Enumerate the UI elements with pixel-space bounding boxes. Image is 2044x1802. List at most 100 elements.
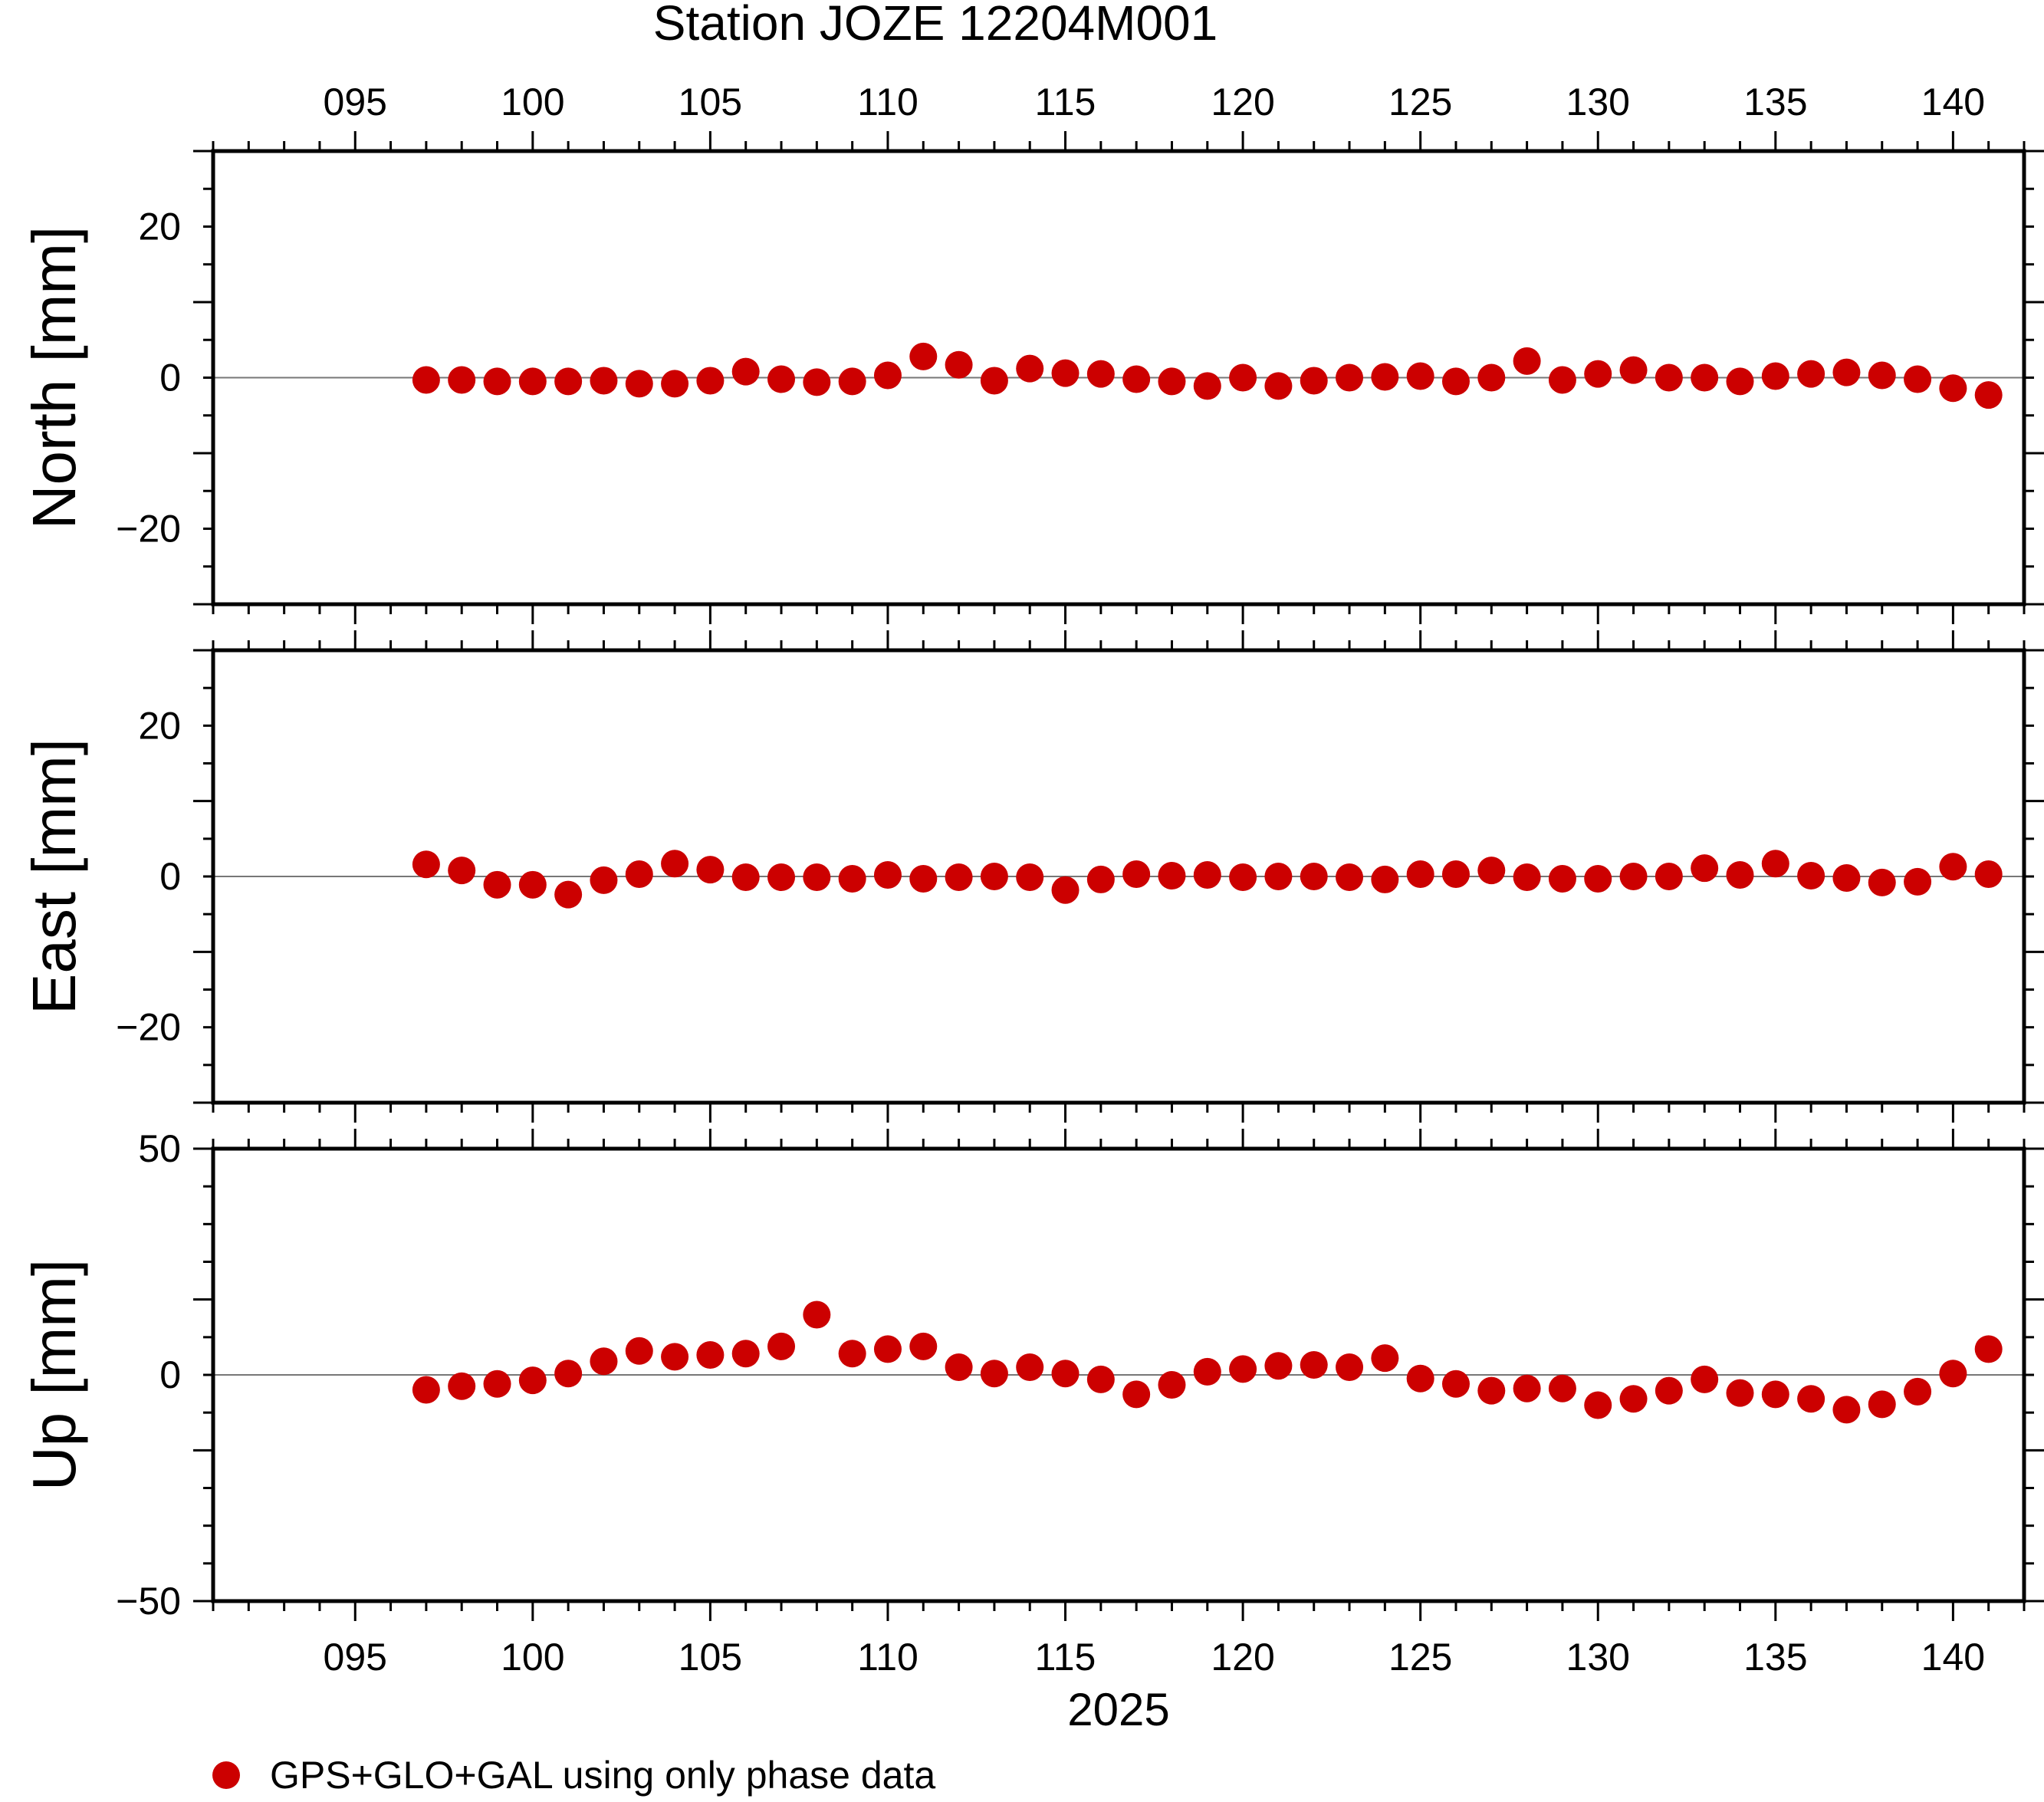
data-point bbox=[1051, 1360, 1080, 1388]
data-point bbox=[1548, 1374, 1576, 1402]
data-point bbox=[1193, 1357, 1221, 1386]
legend: GPS+GLO+GAL using only phase data bbox=[212, 1754, 935, 1797]
data-point bbox=[1016, 1353, 1044, 1381]
x-tick-label-top: 120 bbox=[1211, 81, 1274, 123]
data-point bbox=[625, 860, 653, 889]
data-point bbox=[1655, 863, 1683, 890]
data-point bbox=[1868, 1390, 1896, 1419]
data-point bbox=[909, 342, 938, 370]
data-point bbox=[1051, 876, 1080, 904]
x-tick-label-top: 100 bbox=[501, 81, 564, 123]
x-tick-label-top: 130 bbox=[1566, 81, 1630, 123]
data-point bbox=[483, 870, 511, 899]
data-point bbox=[1726, 861, 1754, 889]
y-tick-label: 20 bbox=[138, 704, 181, 747]
data-point bbox=[1158, 1370, 1186, 1399]
data-point bbox=[1513, 347, 1541, 375]
x-tick-label-top: 095 bbox=[324, 81, 387, 123]
data-point bbox=[1406, 1364, 1434, 1393]
y-tick-label: 50 bbox=[138, 1127, 181, 1170]
data-point bbox=[1477, 857, 1506, 885]
data-point bbox=[1584, 1391, 1612, 1419]
data-point bbox=[625, 1337, 653, 1365]
data-point bbox=[1868, 361, 1896, 390]
data-point bbox=[1406, 362, 1434, 390]
data-point bbox=[661, 1343, 689, 1371]
data-point bbox=[1797, 360, 1825, 388]
data-point bbox=[518, 870, 547, 899]
data-point bbox=[945, 1353, 973, 1381]
x-tick-label-top: 105 bbox=[679, 81, 742, 123]
y-axis-label: East [mm] bbox=[20, 738, 88, 1014]
data-point bbox=[1691, 854, 1719, 883]
data-point bbox=[1086, 1365, 1115, 1393]
data-point bbox=[1832, 1396, 1861, 1424]
x-axis-year-label: 2025 bbox=[1067, 1684, 1169, 1735]
data-point bbox=[1655, 363, 1683, 392]
data-point bbox=[1300, 863, 1328, 890]
x-tick-label-bottom: 130 bbox=[1566, 1636, 1630, 1679]
y-tick-label: 20 bbox=[138, 206, 181, 248]
data-point bbox=[1939, 374, 1967, 403]
data-point bbox=[412, 1376, 440, 1404]
panels: −20 0 20 North [mm] −20 0 20 East [mm] −50 0 50 Up … bbox=[20, 81, 2044, 1679]
panel-frame bbox=[211, 648, 2026, 1105]
data-point bbox=[1513, 863, 1541, 891]
data-point bbox=[731, 357, 760, 386]
data-point bbox=[1477, 363, 1506, 392]
data-point bbox=[767, 365, 796, 393]
data-point bbox=[1300, 1351, 1328, 1379]
data-point bbox=[1797, 1385, 1825, 1413]
data-point bbox=[1904, 1377, 1932, 1406]
data-point bbox=[1939, 1360, 1967, 1388]
data-point bbox=[1513, 1374, 1541, 1402]
data-point bbox=[1264, 1352, 1293, 1380]
data-point bbox=[1371, 865, 1399, 893]
data-point bbox=[803, 368, 831, 396]
data-point bbox=[838, 864, 866, 893]
data-point bbox=[1300, 367, 1328, 395]
data-point bbox=[1548, 864, 1576, 893]
chart-title: Station JOZE 12204M001 bbox=[653, 0, 1218, 51]
data-point bbox=[483, 367, 511, 396]
data-point bbox=[696, 367, 725, 395]
data-point bbox=[412, 850, 440, 879]
data-point bbox=[1336, 1353, 1364, 1381]
x-tick-label-top: 115 bbox=[1035, 81, 1096, 123]
series-points bbox=[412, 1301, 2003, 1424]
data-point bbox=[1264, 863, 1293, 890]
y-tick-label: 0 bbox=[159, 855, 181, 898]
data-point bbox=[1761, 362, 1789, 390]
data-point bbox=[1691, 363, 1719, 392]
series-points bbox=[412, 850, 2003, 909]
data-point bbox=[1974, 381, 2003, 409]
panel-2: −20 0 20 East [mm] bbox=[20, 630, 2044, 1123]
data-point bbox=[980, 863, 1008, 890]
data-point bbox=[1726, 367, 1754, 396]
data-point bbox=[1619, 863, 1648, 890]
data-point bbox=[1229, 1355, 1257, 1383]
data-point bbox=[1158, 367, 1186, 396]
data-point bbox=[590, 367, 618, 395]
data-point bbox=[483, 1370, 511, 1398]
data-point bbox=[1548, 366, 1576, 394]
data-point bbox=[1336, 363, 1364, 392]
data-point bbox=[1086, 865, 1115, 893]
data-point bbox=[696, 1341, 725, 1370]
x-tick-label-bottom: 140 bbox=[1921, 1636, 1985, 1679]
data-point bbox=[909, 1332, 938, 1360]
data-point bbox=[661, 370, 689, 398]
data-point bbox=[873, 861, 902, 889]
data-point bbox=[1016, 354, 1044, 383]
x-tick-label-top: 140 bbox=[1921, 81, 1985, 123]
series-points bbox=[412, 342, 2003, 409]
x-tick-label-bottom: 100 bbox=[501, 1636, 564, 1679]
data-point bbox=[1441, 367, 1470, 396]
panel-frame bbox=[211, 149, 2026, 607]
data-point bbox=[1974, 860, 2003, 889]
data-point bbox=[554, 367, 583, 396]
data-point bbox=[1477, 1376, 1506, 1405]
x-tick-label-top: 135 bbox=[1743, 81, 1807, 123]
data-point bbox=[803, 1301, 831, 1329]
